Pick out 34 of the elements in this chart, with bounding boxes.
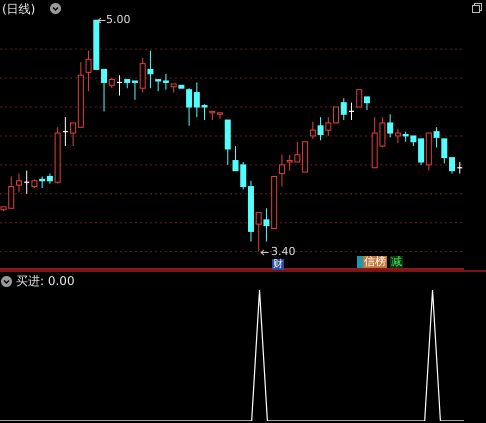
candlestick	[16, 173, 22, 193]
candlestick	[318, 116, 324, 141]
candlestick	[39, 176, 46, 189]
annotation: 5.00	[105, 13, 132, 26]
annotation: 减	[390, 255, 403, 268]
candlestick	[132, 80, 138, 100]
candlestick	[379, 116, 386, 148]
candlestick	[286, 154, 293, 172]
candlestick	[387, 114, 394, 138]
candlestick	[278, 154, 285, 188]
candlestick	[24, 170, 30, 194]
annotation: 3.40	[270, 245, 296, 258]
candlestick	[340, 98, 347, 121]
candlestick	[162, 73, 169, 90]
candlestick	[108, 78, 115, 89]
candlestick	[70, 122, 76, 147]
candlestick	[46, 173, 53, 184]
candlestick	[155, 79, 162, 92]
candlestick	[364, 96, 370, 110]
annotation: 信榜	[357, 255, 387, 268]
candlestick	[86, 50, 92, 92]
candlestick	[310, 120, 316, 140]
candlestick	[147, 50, 154, 89]
candlestick	[186, 88, 192, 126]
chart-title: (日线)	[2, 1, 36, 18]
candlestick	[434, 126, 440, 148]
annotation: 财	[272, 259, 284, 270]
chart-title: 买进: 0.00	[16, 273, 75, 290]
candlestick	[394, 128, 401, 144]
candlestick	[402, 131, 409, 142]
candlestick	[356, 89, 362, 108]
candlestick	[263, 208, 270, 242]
candlestick	[256, 212, 262, 252]
candlestick	[456, 161, 463, 174]
